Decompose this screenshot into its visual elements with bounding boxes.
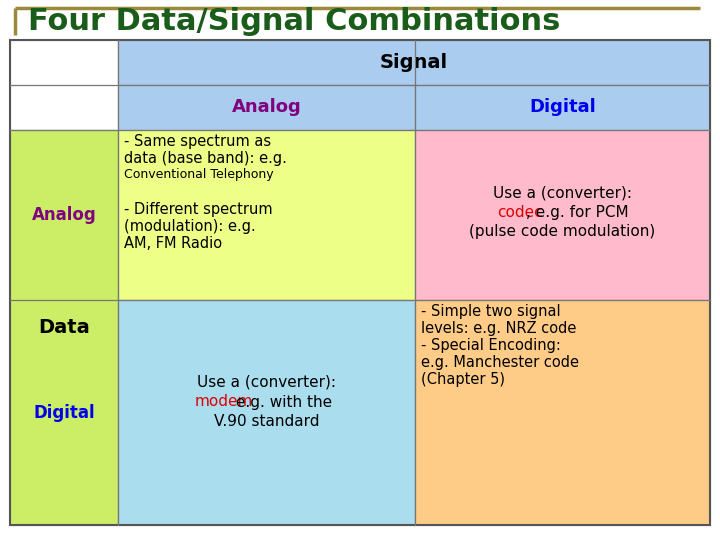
Text: , e.g. for PCM: , e.g. for PCM	[526, 205, 629, 220]
Text: Use a (converter):: Use a (converter):	[197, 375, 336, 389]
Bar	[415, 130, 710, 300]
Text: Conventional Telephony: Conventional Telephony	[124, 168, 274, 181]
Text: Data: Data	[38, 318, 90, 337]
Text: Four Data/Signal Combinations: Four Data/Signal Combinations	[28, 8, 560, 37]
Text: modem: modem	[195, 395, 253, 409]
Bar	[415, 300, 710, 525]
Bar	[10, 40, 118, 130]
Bar	[10, 40, 710, 525]
Text: (Chapter 5): (Chapter 5)	[421, 372, 505, 387]
Bar	[118, 300, 415, 525]
Bar	[118, 40, 710, 85]
Text: e.g. Manchester code: e.g. Manchester code	[421, 355, 579, 370]
Text: - Special Encoding:: - Special Encoding:	[421, 338, 561, 353]
Text: AM, FM Radio: AM, FM Radio	[124, 236, 222, 251]
Bar	[118, 130, 415, 300]
Text: codec: codec	[498, 205, 543, 220]
Text: Analog: Analog	[32, 206, 96, 224]
Text: Digital: Digital	[529, 98, 596, 117]
Text: Signal: Signal	[380, 53, 448, 72]
Text: Use a (converter):: Use a (converter):	[493, 186, 632, 201]
Text: V.90 standard: V.90 standard	[214, 415, 319, 429]
Text: levels: e.g. NRZ code: levels: e.g. NRZ code	[421, 321, 577, 336]
Text: - Same spectrum as: - Same spectrum as	[124, 134, 271, 149]
Text: data (base band): e.g.: data (base band): e.g.	[124, 151, 287, 166]
Bar	[118, 85, 415, 130]
Bar	[10, 130, 118, 525]
Text: e.g. with the: e.g. with the	[231, 395, 332, 409]
Text: - Different spectrum: - Different spectrum	[124, 202, 273, 217]
Text: Analog: Analog	[232, 98, 302, 117]
Text: Digital: Digital	[33, 403, 95, 422]
Text: - Simple two signal: - Simple two signal	[421, 304, 561, 319]
Text: (modulation): e.g.: (modulation): e.g.	[124, 219, 256, 234]
Text: (pulse code modulation): (pulse code modulation)	[469, 224, 656, 239]
Bar	[415, 85, 710, 130]
